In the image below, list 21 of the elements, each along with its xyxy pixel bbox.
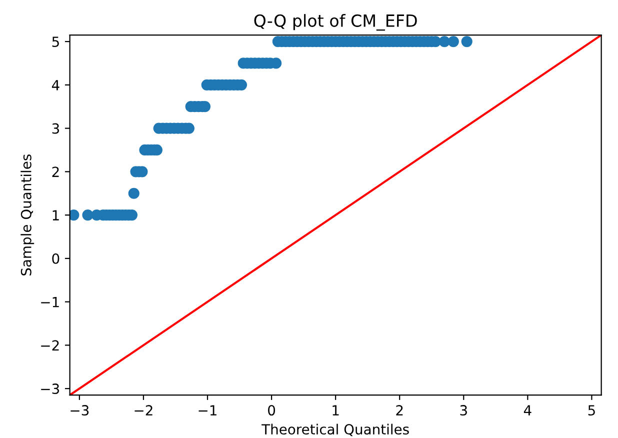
y-tick-label: 4 <box>52 80 60 90</box>
x-axis-title: Theoretical Quantiles <box>262 424 409 436</box>
y-tick-label: −3 <box>41 384 59 394</box>
x-tick-label: −1 <box>198 405 216 416</box>
y-tick-label: 5 <box>52 36 59 48</box>
y-tick-label: 3 <box>52 123 59 134</box>
chart-title: Q-Q plot of CM_EFD <box>254 14 417 31</box>
x-tick-label: 0 <box>268 405 276 416</box>
x-tick-label: 5 <box>588 405 595 416</box>
y-tick-label: −2 <box>41 340 59 350</box>
x-tick-label: 4 <box>524 405 532 416</box>
x-tick-label: −3 <box>70 405 89 416</box>
y-axis-title: Sample Quantiles <box>20 154 34 276</box>
x-tick-label: 2 <box>396 405 403 416</box>
y-tick-label: 2 <box>52 166 59 177</box>
x-tick-label: −2 <box>134 405 152 416</box>
x-tick-label: 1 <box>332 405 339 416</box>
y-tick-label: 0 <box>52 253 60 264</box>
y-tick-label: −1 <box>41 296 59 308</box>
y-tick-label: 1 <box>52 210 59 220</box>
x-tick-label: 3 <box>460 405 467 416</box>
